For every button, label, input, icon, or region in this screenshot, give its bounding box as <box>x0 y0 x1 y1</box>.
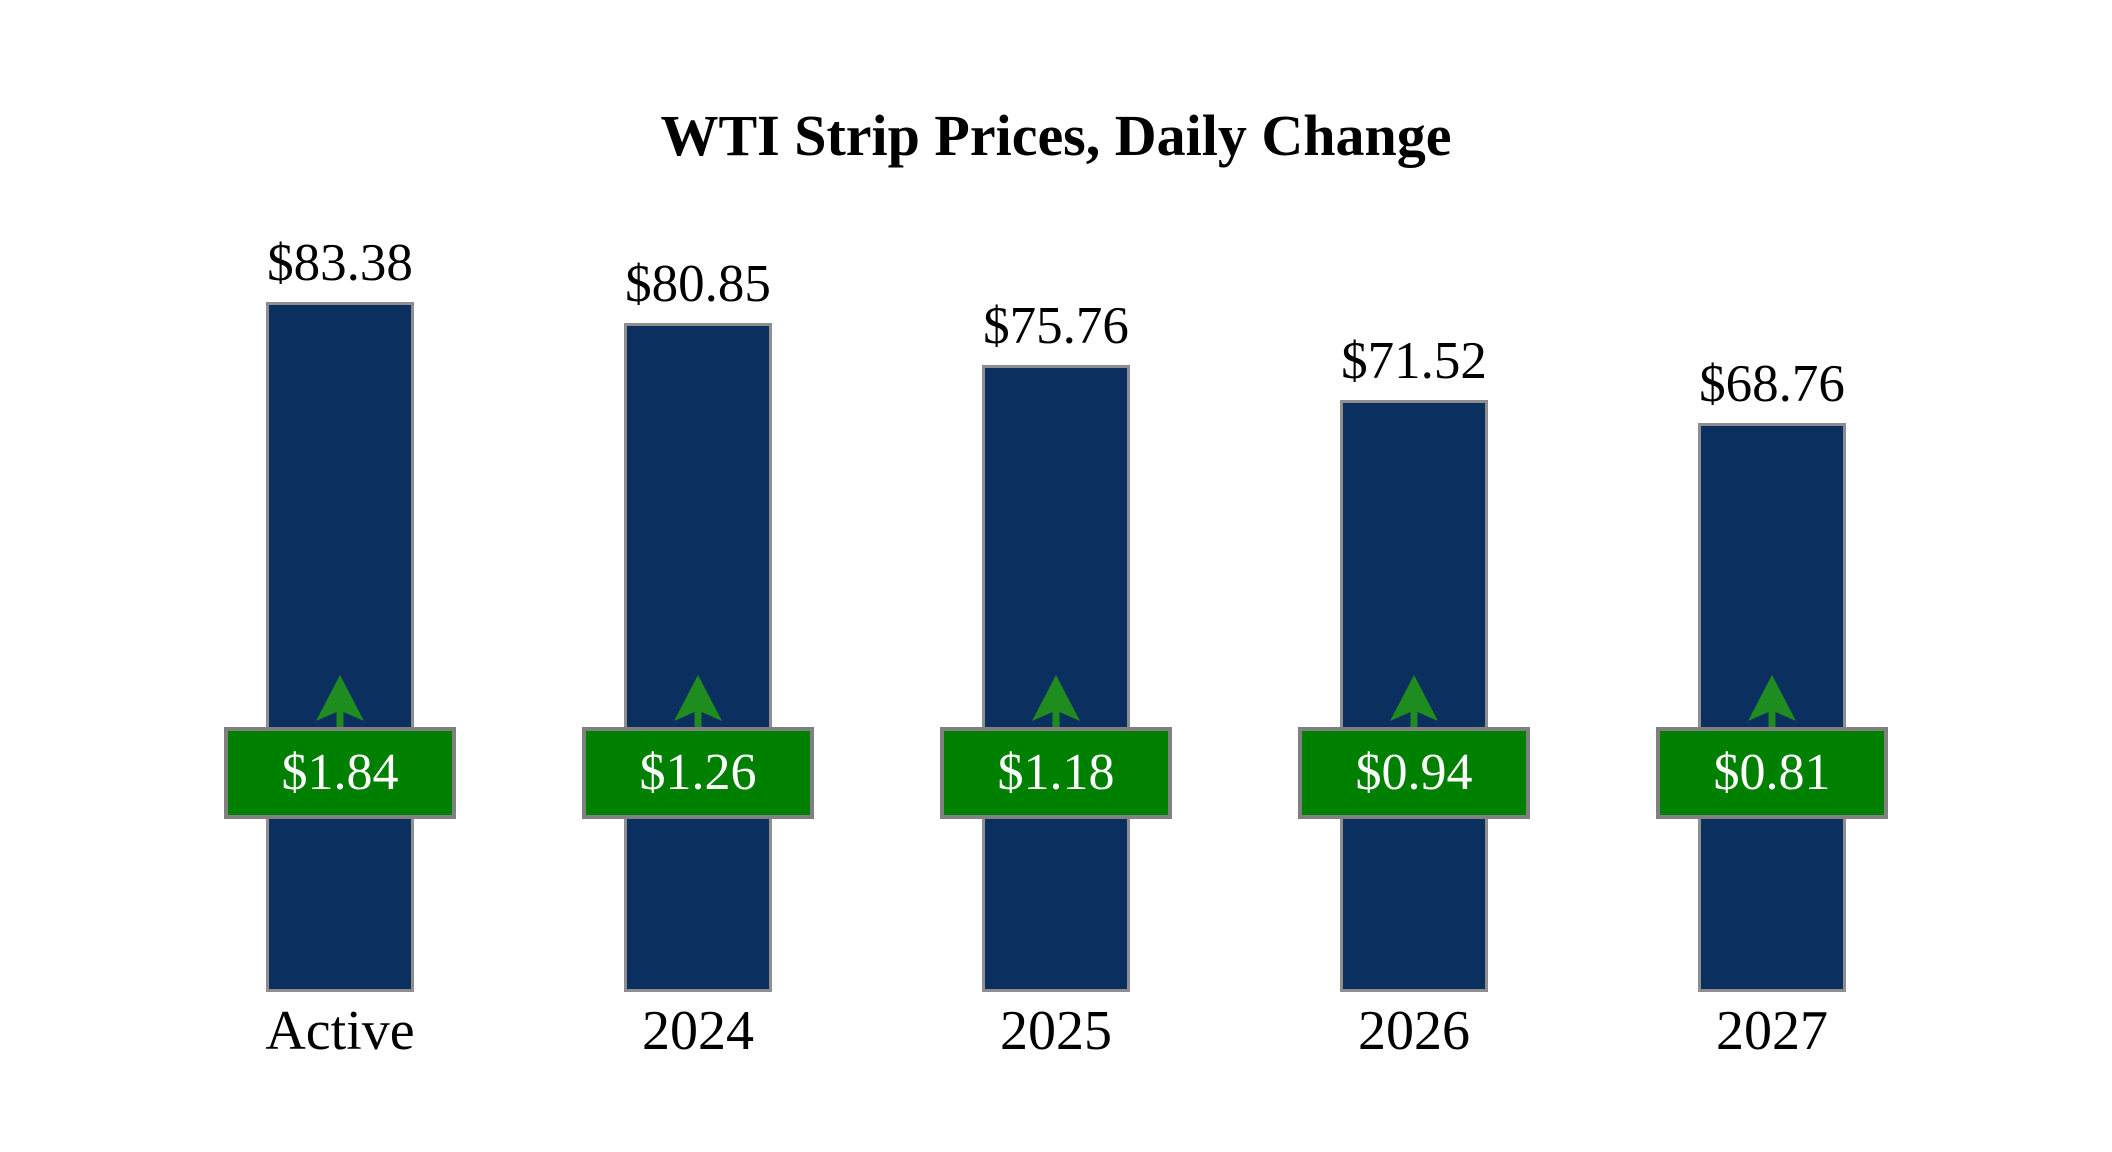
daily-change-value: $0.94 <box>1355 744 1473 801</box>
daily-change-badge: $1.26 <box>582 727 814 819</box>
up-arrow-icon <box>314 674 366 731</box>
up-arrow-icon <box>672 674 724 731</box>
daily-change-value: $1.18 <box>997 744 1115 801</box>
category-label: 2024 <box>642 1000 754 1062</box>
category-label: 2025 <box>1000 1000 1112 1062</box>
category-label: 2027 <box>1716 1000 1828 1062</box>
daily-change-badge: $0.94 <box>1298 727 1530 819</box>
daily-change-value: $1.26 <box>639 744 757 801</box>
chart-column: $68.76 $0.81 2027 <box>1593 0 1951 1152</box>
chart-title: WTI Strip Prices, Daily Change <box>660 103 1452 168</box>
category-label: Active <box>265 1000 415 1062</box>
price-label: $68.76 <box>1699 355 1845 413</box>
chart-column: $75.76 $1.18 2025 <box>877 0 1235 1152</box>
daily-change-value: $1.84 <box>281 744 399 801</box>
daily-change-badge: $1.18 <box>940 727 1172 819</box>
daily-change-badge: $0.81 <box>1656 727 1888 819</box>
daily-change-badge: $1.84 <box>224 727 456 819</box>
daily-change-value: $0.81 <box>1713 744 1831 801</box>
price-label: $80.85 <box>625 255 771 313</box>
price-label: $83.38 <box>267 234 413 292</box>
price-bar <box>266 302 414 992</box>
chart-columns: $83.38 $1.84 Active $80.85 $1.26 2024 $75.76 $1… <box>161 0 1951 1152</box>
up-arrow-icon <box>1746 674 1798 731</box>
chart-column: $71.52 $0.94 2026 <box>1235 0 1593 1152</box>
price-bar <box>624 323 772 992</box>
chart-column: $80.85 $1.26 2024 <box>519 0 877 1152</box>
up-arrow-icon <box>1030 674 1082 731</box>
price-label: $71.52 <box>1341 332 1487 390</box>
chart-column: $83.38 $1.84 Active <box>161 0 519 1152</box>
up-arrow-icon <box>1388 674 1440 731</box>
category-label: 2026 <box>1358 1000 1470 1062</box>
price-label: $75.76 <box>983 297 1129 355</box>
